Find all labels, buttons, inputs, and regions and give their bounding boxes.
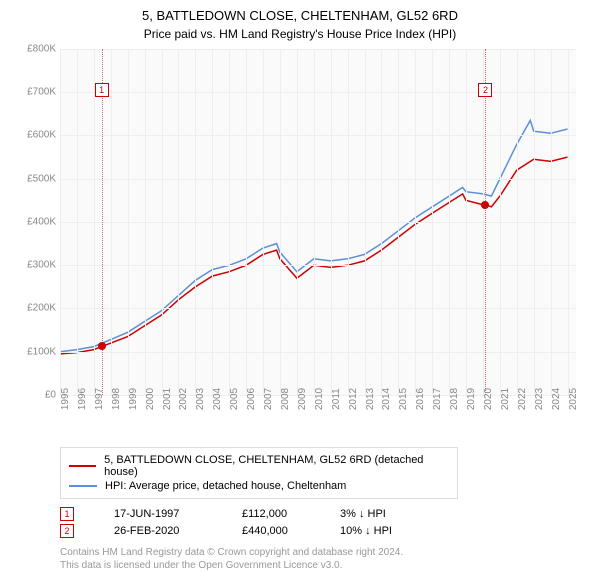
event-marker-icon: 1 bbox=[95, 83, 109, 97]
x-tick-label: 2011 bbox=[331, 388, 342, 410]
x-tick-label: 2020 bbox=[483, 388, 494, 410]
x-axis: 1995199619971998199920002001200220032004… bbox=[60, 395, 576, 419]
x-tick-label: 2004 bbox=[212, 388, 223, 410]
legend-item-hpi: HPI: Average price, detached house, Chel… bbox=[69, 480, 449, 492]
x-tick-label: 2013 bbox=[365, 388, 376, 410]
event-date: 26-FEB-2020 bbox=[114, 525, 214, 537]
event-price: £440,000 bbox=[242, 525, 312, 537]
event-marker-icon: 1 bbox=[60, 507, 74, 521]
legend-item-price-paid: 5, BATTLEDOWN CLOSE, CHELTENHAM, GL52 6R… bbox=[69, 454, 449, 478]
x-tick-label: 2009 bbox=[297, 388, 308, 410]
x-tick-label: 2023 bbox=[534, 388, 545, 410]
x-tick-label: 1995 bbox=[60, 388, 71, 410]
x-tick-label: 2008 bbox=[280, 388, 291, 410]
legend-label: HPI: Average price, detached house, Chel… bbox=[105, 480, 346, 492]
x-tick-label: 2007 bbox=[263, 388, 274, 410]
x-tick-label: 1996 bbox=[77, 388, 88, 410]
x-tick-label: 2021 bbox=[500, 388, 511, 410]
x-tick-label: 2024 bbox=[551, 388, 562, 410]
footnote-line: This data is licensed under the Open Gov… bbox=[60, 559, 590, 572]
y-tick-label: £300K bbox=[27, 260, 56, 271]
plot-area: 12 bbox=[60, 49, 576, 395]
x-tick-label: 2015 bbox=[398, 388, 409, 410]
x-tick-label: 2003 bbox=[195, 388, 206, 410]
legend-swatch bbox=[69, 465, 96, 467]
x-tick-label: 2014 bbox=[381, 388, 392, 410]
x-tick-label: 2018 bbox=[449, 388, 460, 410]
x-tick-label: 1997 bbox=[94, 388, 105, 410]
x-tick-label: 2010 bbox=[314, 388, 325, 410]
x-tick-label: 2017 bbox=[432, 388, 443, 410]
x-tick-label: 2002 bbox=[178, 388, 189, 410]
event-data-point bbox=[481, 201, 489, 209]
events-table: 1 17-JUN-1997 £112,000 3% ↓ HPI 2 26-FEB… bbox=[60, 507, 590, 538]
y-tick-label: £800K bbox=[27, 43, 56, 54]
y-tick-label: £200K bbox=[27, 303, 56, 314]
x-tick-label: 2001 bbox=[162, 388, 173, 410]
y-tick-label: £600K bbox=[27, 130, 56, 141]
y-tick-label: £0 bbox=[45, 389, 56, 400]
legend-box: 5, BATTLEDOWN CLOSE, CHELTENHAM, GL52 6R… bbox=[60, 447, 458, 499]
chart-subtitle: Price paid vs. HM Land Registry's House … bbox=[10, 27, 590, 41]
x-tick-label: 2000 bbox=[145, 388, 156, 410]
x-tick-label: 2025 bbox=[568, 388, 579, 410]
event-marker-icon: 2 bbox=[60, 524, 74, 538]
event-marker-icon: 2 bbox=[478, 83, 492, 97]
x-tick-label: 2012 bbox=[348, 388, 359, 410]
event-price: £112,000 bbox=[242, 508, 312, 520]
y-axis: £0£100K£200K£300K£400K£500K£600K£700K£80… bbox=[16, 49, 60, 419]
event-row-1: 1 17-JUN-1997 £112,000 3% ↓ HPI bbox=[60, 507, 590, 521]
event-date: 17-JUN-1997 bbox=[114, 508, 214, 520]
footnote-line: Contains HM Land Registry data © Crown c… bbox=[60, 546, 590, 559]
x-tick-label: 2019 bbox=[466, 388, 477, 410]
x-tick-label: 1999 bbox=[128, 388, 139, 410]
y-tick-label: £400K bbox=[27, 216, 56, 227]
x-tick-label: 2006 bbox=[246, 388, 257, 410]
chart-area: £0£100K£200K£300K£400K£500K£600K£700K£80… bbox=[16, 49, 576, 419]
y-tick-label: £100K bbox=[27, 346, 56, 357]
x-tick-label: 2005 bbox=[229, 388, 240, 410]
x-tick-label: 2016 bbox=[415, 388, 426, 410]
event-pct: 10% ↓ HPI bbox=[340, 525, 430, 537]
y-tick-label: £700K bbox=[27, 87, 56, 98]
footnote: Contains HM Land Registry data © Crown c… bbox=[60, 546, 590, 572]
legend-swatch bbox=[69, 485, 97, 487]
x-tick-label: 2022 bbox=[517, 388, 528, 410]
x-tick-label: 1998 bbox=[111, 388, 122, 410]
chart-container: 5, BATTLEDOWN CLOSE, CHELTENHAM, GL52 6R… bbox=[0, 0, 600, 560]
y-tick-label: £500K bbox=[27, 173, 56, 184]
event-data-point bbox=[98, 342, 106, 350]
event-pct: 3% ↓ HPI bbox=[340, 508, 430, 520]
legend-label: 5, BATTLEDOWN CLOSE, CHELTENHAM, GL52 6R… bbox=[104, 454, 449, 478]
chart-title: 5, BATTLEDOWN CLOSE, CHELTENHAM, GL52 6R… bbox=[10, 8, 590, 25]
event-row-2: 2 26-FEB-2020 £440,000 10% ↓ HPI bbox=[60, 524, 590, 538]
